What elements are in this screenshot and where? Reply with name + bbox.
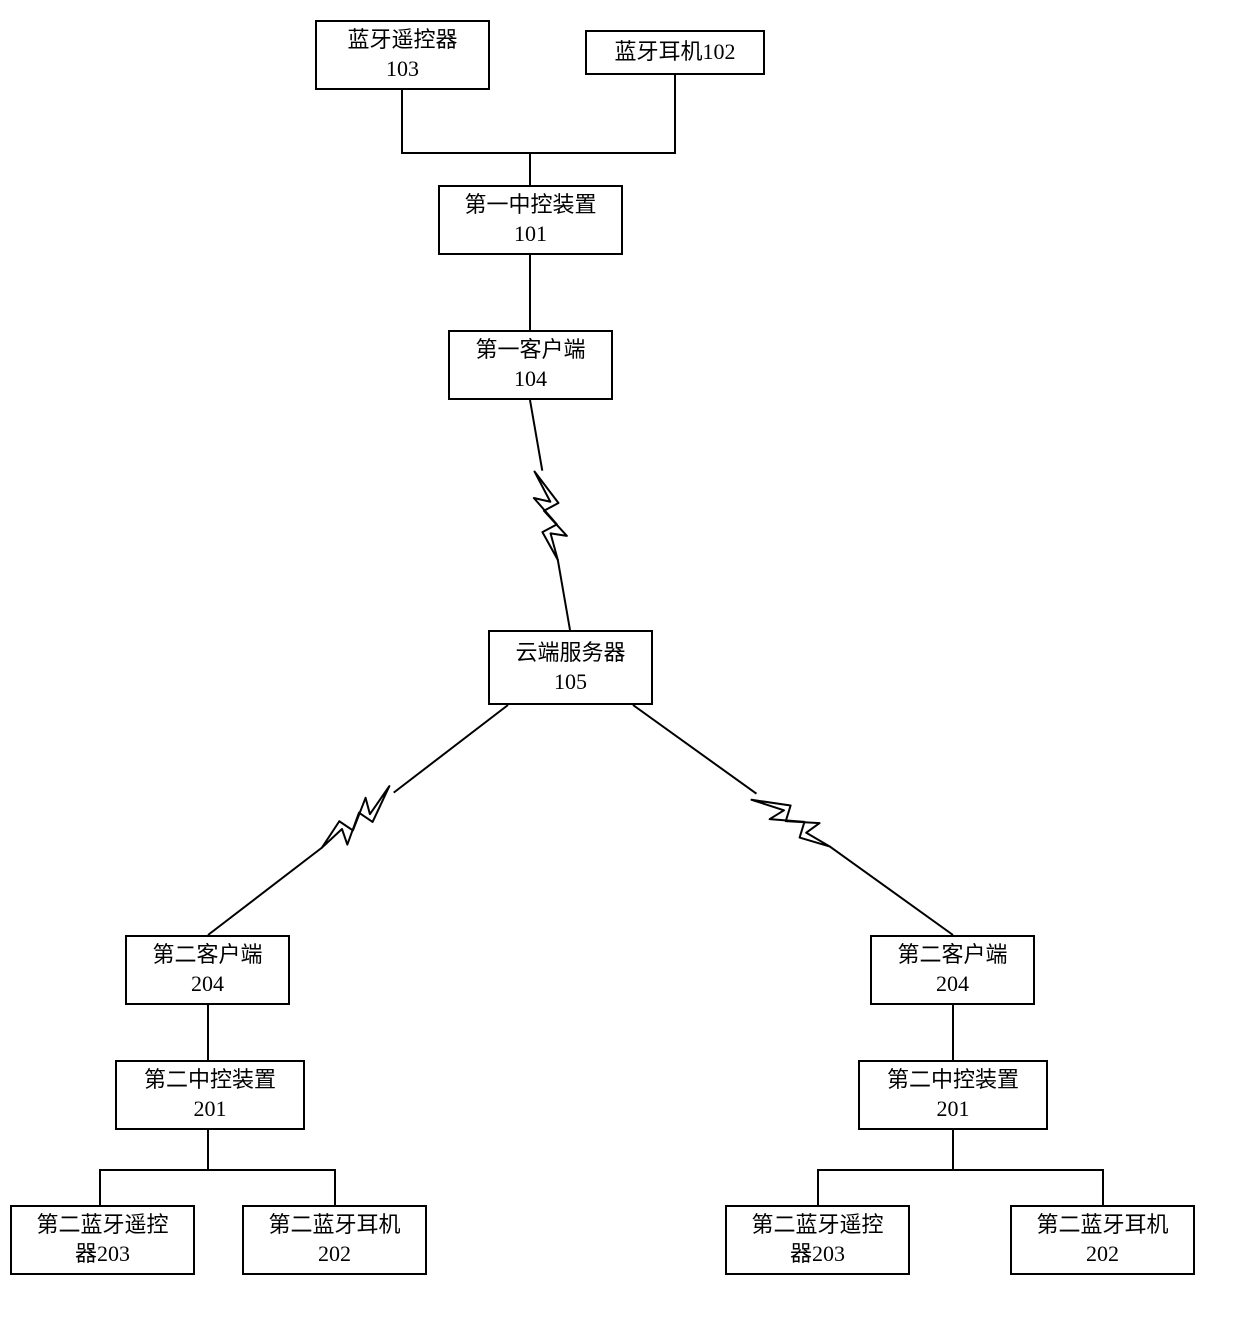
node-code: 103 [386,55,419,84]
node-code: 204 [936,970,969,999]
node-label: 第二蓝牙遥控 [751,1211,883,1240]
node-code: 201 [937,1095,970,1124]
node-label: 第二蓝牙耳机 [1036,1211,1168,1240]
node-second-bt-headset-202a: 第二蓝牙耳机 202 [242,1205,427,1275]
node-label: 第一客户端 [475,336,585,365]
node-code: 器203 [790,1240,845,1269]
node-label: 第二客户端 [897,941,1007,970]
node-code: 202 [318,1240,351,1269]
node-second-client-204b: 第二客户端 204 [870,935,1035,1005]
node-label: 第二蓝牙遥控 [36,1211,168,1240]
node-first-control-101: 第一中控装置 101 [438,185,623,255]
node-code: 105 [554,668,587,697]
node-second-client-204a: 第二客户端 204 [125,935,290,1005]
node-cloud-server-105: 云端服务器 105 [488,630,653,705]
node-label: 云端服务器 [515,639,625,668]
node-bluetooth-remote-103: 蓝牙遥控器 103 [315,20,490,90]
node-code: 器203 [75,1240,130,1269]
node-label: 第二中控装置 [887,1066,1019,1095]
node-label: 第一中控装置 [464,191,596,220]
node-code: 101 [514,220,547,249]
node-code: 201 [194,1095,227,1124]
node-second-bt-remote-203a: 第二蓝牙遥控 器203 [10,1205,195,1275]
node-label: 第二蓝牙耳机 [268,1211,400,1240]
node-code: 202 [1086,1240,1119,1269]
node-label: 第二中控装置 [144,1066,276,1095]
node-code: 204 [191,970,224,999]
node-first-client-104: 第一客户端 104 [448,330,613,400]
node-bluetooth-headset-102: 蓝牙耳机102 [585,30,765,75]
node-second-control-201b: 第二中控装置 201 [858,1060,1048,1130]
node-code: 104 [514,365,547,394]
node-label: 蓝牙耳机102 [614,38,735,67]
node-second-bt-headset-202b: 第二蓝牙耳机 202 [1010,1205,1195,1275]
node-second-bt-remote-203b: 第二蓝牙遥控 器203 [725,1205,910,1275]
node-label: 第二客户端 [152,941,262,970]
node-label: 蓝牙遥控器 [347,26,457,55]
node-second-control-201a: 第二中控装置 201 [115,1060,305,1130]
